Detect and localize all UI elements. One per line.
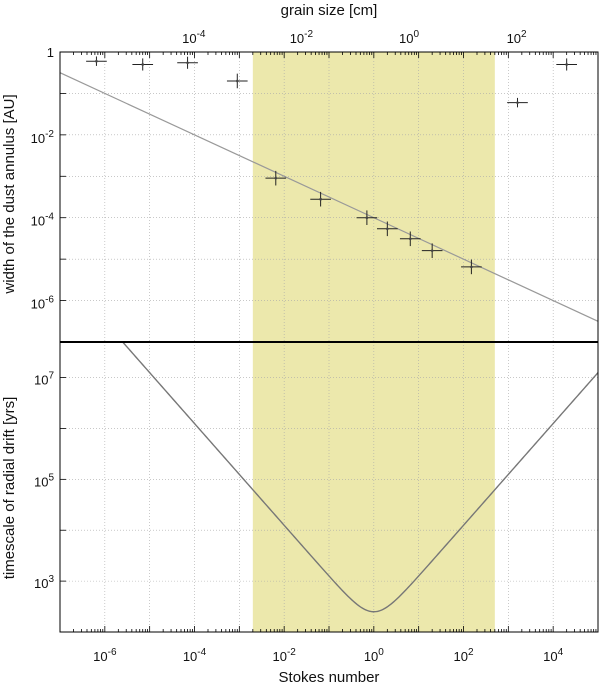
tick-base: 10	[182, 31, 196, 46]
tick-base: 10	[399, 31, 413, 46]
data-point	[265, 170, 287, 186]
tick-exponent: -2	[304, 29, 313, 40]
tick-base: 10	[31, 131, 45, 146]
tick-base: 10	[453, 649, 467, 664]
bottom-x-tick-label: 10-6	[93, 647, 117, 664]
point-marker	[95, 59, 98, 63]
top-x-tick-label: 100	[399, 29, 419, 46]
data-point	[226, 73, 248, 89]
tick-exponent: -4	[45, 212, 54, 223]
top-x-tick-label: 10-4	[182, 29, 206, 46]
bottom-y-tick-label: 103	[34, 574, 54, 591]
top-y-tick-label: 10-2	[31, 129, 55, 146]
top-x-tick-label: 102	[507, 29, 527, 46]
tick-exponent: -2	[45, 129, 54, 140]
tick-base: 10	[183, 649, 197, 664]
fit-line	[60, 72, 598, 322]
tick-base: 10	[93, 649, 107, 664]
point-marker	[430, 249, 434, 252]
tick-exponent: 2	[521, 29, 527, 40]
bottom-axis-title: Stokes number	[279, 669, 380, 683]
tick-base: 10	[364, 649, 378, 664]
tick-exponent: 4	[558, 647, 564, 658]
tick-base: 10	[272, 649, 286, 664]
top-y-axis-title: width of the dust annulus [AU]	[1, 94, 18, 294]
tick-base: 10	[290, 31, 304, 46]
bottom-x-tick-label: 102	[453, 647, 473, 664]
data-point	[310, 191, 331, 207]
top-y-tick-label: 10-6	[31, 295, 55, 312]
point-marker	[186, 61, 189, 65]
drift-timescale-curve	[121, 342, 598, 613]
tick-exponent: 3	[48, 574, 54, 585]
data-point	[507, 97, 528, 108]
point-marker	[408, 237, 412, 241]
tick-exponent: 5	[48, 472, 54, 483]
point-marker	[565, 63, 568, 66]
data-point	[556, 58, 577, 71]
point-marker	[365, 216, 369, 220]
bottom-y-tick-label: 105	[34, 472, 54, 489]
top-x-tick-label: 10-2	[290, 29, 314, 46]
data-point	[177, 56, 198, 69]
tick-exponent: -2	[287, 647, 296, 658]
tick-exponent: -4	[197, 29, 206, 40]
bottom-x-tick-label: 10-4	[183, 647, 207, 664]
tick-exponent: -4	[197, 647, 206, 658]
tick-exponent: -6	[45, 295, 54, 306]
bottom-y-tick-label: 107	[34, 371, 54, 388]
tick-base: 10	[543, 649, 557, 664]
tick-exponent: -6	[108, 647, 117, 658]
point-marker	[470, 265, 473, 269]
tick-base: 10	[31, 297, 45, 312]
data-point	[86, 56, 107, 66]
top-y-tick-label: 10-4	[31, 212, 55, 229]
data-point	[461, 259, 482, 275]
tick-exponent: 0	[378, 647, 384, 658]
data-point	[376, 221, 398, 237]
point-marker	[386, 227, 389, 231]
data-point	[132, 58, 154, 71]
bottom-x-tick-label: 104	[543, 647, 563, 664]
tick-exponent: 2	[468, 647, 474, 658]
bottom-y-axis-title: timescale of radial drift [yrs]	[1, 397, 18, 580]
top-y-tick-label: 1	[47, 45, 54, 60]
data-point	[356, 210, 378, 226]
data-point	[421, 243, 443, 258]
tick-exponent: 7	[48, 371, 54, 382]
tick-base: 10	[34, 576, 48, 591]
point-marker	[319, 197, 322, 201]
data-point	[399, 231, 421, 247]
point-marker	[516, 101, 519, 104]
point-marker	[235, 79, 239, 83]
top-axis-title: grain size [cm]	[281, 2, 378, 19]
tick-base: 10	[31, 214, 45, 229]
tick-base: 10	[34, 474, 48, 489]
point-marker	[274, 176, 278, 180]
point-marker	[141, 63, 145, 66]
tick-exponent: 0	[413, 29, 419, 40]
tick-base: 10	[34, 373, 48, 388]
tick-base: 10	[507, 31, 521, 46]
bottom-x-tick-label: 100	[364, 647, 384, 664]
bottom-x-tick-label: 10-2	[272, 647, 296, 664]
